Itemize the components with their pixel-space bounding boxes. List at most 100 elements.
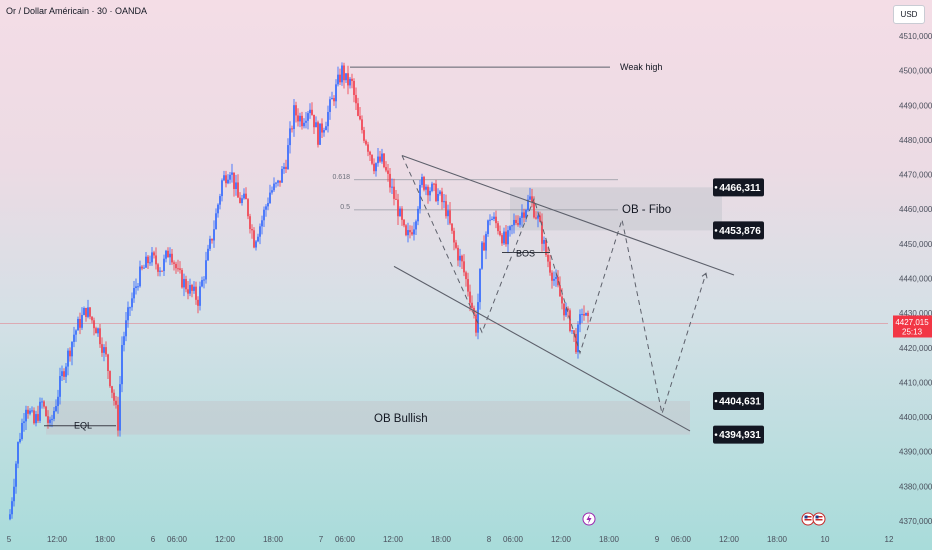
candle-body <box>305 120 307 123</box>
candle-body <box>415 221 417 230</box>
candle-body <box>233 172 235 189</box>
candle-body <box>141 266 143 269</box>
y-tick-label: 4500,000 <box>899 67 932 76</box>
candle-body <box>309 109 311 114</box>
candle-body <box>265 206 267 210</box>
candle-body <box>149 262 151 264</box>
candle-body <box>299 115 301 122</box>
eql-label: EQL <box>74 421 92 431</box>
candle-body <box>197 299 199 306</box>
candle-body <box>195 286 197 300</box>
candle-body <box>147 256 149 264</box>
candle-body <box>341 65 343 83</box>
candle-body <box>25 409 27 422</box>
y-tick-label: 4490,000 <box>899 101 932 110</box>
candle-body <box>521 212 523 218</box>
candle-body <box>51 418 53 420</box>
candle-body <box>55 406 57 411</box>
candle-body <box>135 286 137 289</box>
candle-body <box>339 74 341 83</box>
level-tag-label: 4453,876 <box>719 226 761 237</box>
candle-body <box>567 308 569 311</box>
candle-body <box>557 277 559 286</box>
level-tag <box>713 178 764 197</box>
candle-body <box>575 333 577 353</box>
candle-body <box>463 261 465 273</box>
candle-body <box>63 371 65 377</box>
candle-body <box>267 203 269 207</box>
candle-body <box>511 225 513 227</box>
x-tick-label: 12:00 <box>47 535 68 544</box>
fib-level-label: 0.618 <box>332 174 350 181</box>
x-tick-label: 18:00 <box>599 535 620 544</box>
candle-body <box>243 193 245 199</box>
candle-body <box>581 313 583 315</box>
channel-upper-line[interactable] <box>401 155 735 276</box>
candle-body <box>35 414 37 424</box>
candle-body <box>215 213 217 230</box>
candle-body <box>59 376 61 397</box>
candle-body <box>367 144 369 152</box>
candle-body <box>541 221 543 244</box>
y-tick-label: 4480,000 <box>899 136 932 145</box>
candle-body <box>285 166 287 170</box>
level-tag <box>713 425 764 444</box>
x-tick-label: 18:00 <box>263 535 284 544</box>
last-price-label: 4427,015 <box>895 318 929 327</box>
candle-body <box>321 123 323 133</box>
bos-label: BOS <box>516 249 535 259</box>
candle-body <box>159 270 161 272</box>
channel-lower-line[interactable] <box>393 265 691 432</box>
candle-body <box>251 229 253 231</box>
candle-body <box>579 314 581 325</box>
fib-level-label: 0.5 <box>340 204 350 211</box>
candle-body <box>479 268 481 303</box>
candle-body <box>117 404 119 431</box>
candle-body <box>101 344 103 353</box>
candle-body <box>167 250 169 258</box>
candle-body <box>553 278 555 281</box>
level-tags-layer: 4466,311 4453,876 4404,631 4394,931 4427,015… <box>713 178 932 444</box>
candle-body <box>587 312 589 316</box>
candle-body <box>165 250 167 259</box>
candle-body <box>31 410 33 412</box>
candle-body <box>547 254 549 262</box>
candle-body <box>495 216 497 224</box>
candle-body <box>227 179 229 184</box>
flag-stripe-icon <box>815 519 823 521</box>
icons-layer <box>582 512 826 526</box>
flag-stripe-icon <box>815 516 823 518</box>
candle-body <box>429 190 431 196</box>
candle-body <box>275 182 277 184</box>
candle-body <box>191 285 193 291</box>
candle-body <box>83 307 85 315</box>
candle-body <box>181 269 183 288</box>
candle-body <box>347 73 349 86</box>
candle-body <box>111 386 113 393</box>
x-tick-label: 06:00 <box>671 535 692 544</box>
candle-body <box>121 345 123 385</box>
candle-body <box>585 312 587 316</box>
projection-path[interactable] <box>401 155 707 416</box>
candle-body <box>115 400 117 405</box>
candle-body <box>259 226 261 237</box>
candle-body <box>249 216 251 230</box>
candle-body <box>485 233 487 251</box>
currency-selector[interactable]: USD <box>893 5 925 24</box>
ob-bullish-label: OB Bullish <box>374 413 428 425</box>
candle-body <box>393 186 395 199</box>
candle-body <box>465 272 467 280</box>
candle-body <box>551 272 553 281</box>
candle-body <box>425 186 427 190</box>
candle-body <box>187 289 189 294</box>
flag-canton-icon <box>815 515 819 519</box>
candle-body <box>519 217 521 225</box>
candle-body <box>381 153 383 162</box>
candle-body <box>253 230 255 248</box>
candle-body <box>137 286 139 288</box>
candle-body <box>311 109 313 115</box>
candle-body <box>359 115 361 120</box>
candle-body <box>411 232 413 235</box>
candle-body <box>533 201 535 218</box>
